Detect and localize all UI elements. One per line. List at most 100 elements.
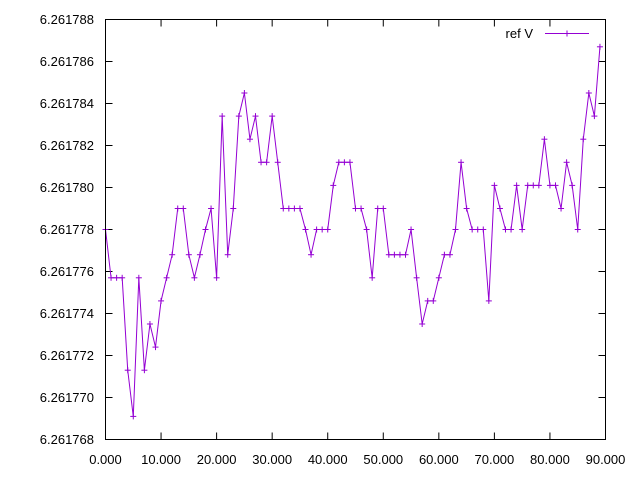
data-point bbox=[558, 205, 565, 212]
data-point bbox=[158, 297, 165, 304]
y-tick-label: 6.261786 bbox=[40, 54, 94, 69]
data-point bbox=[224, 251, 231, 258]
y-tick-label: 6.261782 bbox=[40, 138, 94, 153]
data-point bbox=[352, 205, 359, 212]
data-point bbox=[208, 205, 215, 212]
data-point bbox=[152, 344, 159, 351]
legend-label: ref V bbox=[506, 26, 534, 41]
data-point bbox=[485, 297, 492, 304]
data-point bbox=[274, 159, 281, 166]
data-point bbox=[380, 205, 387, 212]
data-point bbox=[452, 226, 459, 233]
data-point bbox=[480, 226, 487, 233]
data-point bbox=[563, 159, 570, 166]
data-point bbox=[363, 226, 370, 233]
x-tick-label: 30.000 bbox=[252, 452, 292, 467]
data-point bbox=[108, 274, 115, 281]
data-point bbox=[146, 321, 153, 327]
data-point bbox=[230, 205, 237, 212]
plot-frame bbox=[105, 19, 606, 440]
data-point bbox=[391, 251, 398, 258]
y-tick-label: 6.261772 bbox=[40, 348, 94, 363]
y-tick-label: 6.261774 bbox=[40, 306, 94, 321]
data-point bbox=[369, 274, 376, 281]
x-tick-label: 70.000 bbox=[475, 452, 515, 467]
data-point bbox=[491, 182, 498, 189]
data-point bbox=[374, 205, 381, 212]
axis-ticks bbox=[105, 19, 606, 440]
data-point bbox=[580, 136, 587, 143]
data-point bbox=[552, 182, 559, 189]
data-point bbox=[135, 274, 142, 281]
data-point bbox=[441, 251, 448, 258]
y-tick-label: 6.261778 bbox=[40, 222, 94, 237]
data-point bbox=[424, 297, 431, 304]
y-tick-label: 6.261776 bbox=[40, 264, 94, 279]
x-tick-label: 80.000 bbox=[530, 452, 570, 467]
data-point bbox=[524, 182, 531, 189]
y-tick-label: 6.261780 bbox=[40, 180, 94, 195]
y-tick-labels: 6.261768 6.261770 6.261772 6.261774 6.261776… bbox=[40, 12, 94, 447]
y-tick-label: 6.261770 bbox=[40, 390, 94, 405]
data-point bbox=[530, 182, 537, 189]
data-point bbox=[213, 274, 220, 281]
data-point bbox=[235, 113, 242, 120]
data-point bbox=[241, 90, 248, 96]
data-point bbox=[330, 182, 337, 189]
data-point bbox=[169, 251, 176, 258]
data-point bbox=[219, 113, 226, 120]
y-tick-label: 6.261784 bbox=[40, 96, 94, 111]
data-point bbox=[396, 251, 403, 258]
data-point bbox=[569, 182, 576, 189]
x-tick-label: 60.000 bbox=[419, 452, 459, 467]
data-point bbox=[185, 251, 192, 258]
data-point bbox=[474, 226, 481, 233]
data-point bbox=[258, 159, 265, 166]
data-point bbox=[430, 297, 437, 304]
x-tick-labels: 0.000 10.000 20.000 30.000 40.000 50.000 60.00… bbox=[89, 452, 625, 467]
x-tick-label: 90.000 bbox=[586, 452, 626, 467]
data-point bbox=[202, 226, 209, 233]
data-point bbox=[141, 367, 148, 374]
data-point bbox=[252, 113, 259, 120]
data-point bbox=[541, 136, 548, 143]
data-point bbox=[163, 274, 170, 281]
x-tick-label: 40.000 bbox=[308, 452, 348, 467]
x-tick-label: 50.000 bbox=[363, 452, 403, 467]
data-point bbox=[291, 205, 298, 212]
data-point bbox=[546, 182, 553, 189]
data-point bbox=[402, 251, 409, 258]
data-point bbox=[113, 274, 120, 281]
data-point bbox=[435, 274, 442, 281]
data-point bbox=[585, 90, 592, 96]
data-point bbox=[263, 159, 270, 166]
data-point bbox=[419, 321, 426, 327]
data-point bbox=[591, 113, 598, 120]
data-point bbox=[535, 182, 542, 189]
data-point bbox=[302, 226, 309, 233]
data-point bbox=[469, 226, 476, 233]
legend-marker bbox=[564, 30, 570, 37]
data-point bbox=[180, 205, 187, 212]
data-point bbox=[502, 226, 509, 233]
data-point bbox=[385, 251, 392, 258]
series-group bbox=[102, 43, 603, 420]
series-line bbox=[105, 46, 601, 417]
data-point bbox=[413, 274, 420, 281]
x-tick-label: 0.000 bbox=[89, 452, 122, 467]
data-point bbox=[313, 226, 320, 233]
data-point bbox=[246, 136, 253, 143]
data-point bbox=[458, 159, 465, 166]
data-point bbox=[324, 226, 331, 233]
data-point bbox=[174, 205, 181, 212]
data-point bbox=[341, 159, 348, 166]
data-point bbox=[346, 159, 353, 166]
data-point bbox=[191, 274, 198, 281]
data-point bbox=[319, 226, 326, 233]
legend: ref V bbox=[506, 26, 589, 41]
y-tick-label: 6.261768 bbox=[40, 432, 94, 447]
data-point bbox=[574, 226, 581, 233]
data-point bbox=[285, 205, 292, 212]
data-point bbox=[408, 226, 415, 233]
